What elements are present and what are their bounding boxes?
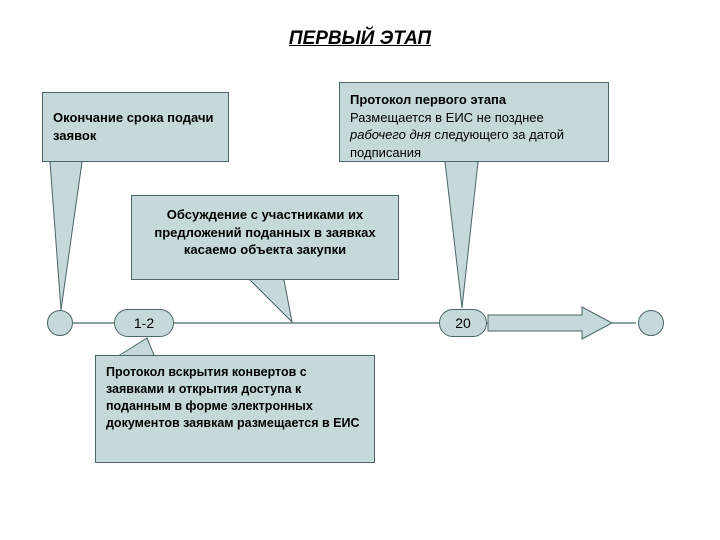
page-title: ПЕРВЫЙ ЭТАП (0, 28, 720, 50)
timeline-pill-20: 20 (439, 309, 487, 337)
callout-protocol-first-stage: Протокол первого этапа Размещается в ЕИС… (339, 82, 609, 162)
callout-deadline: Окончание срока подачи заявок (42, 92, 229, 162)
protocol-first-title: Протокол первого этапа (350, 92, 506, 107)
protocol-first-text-a: Размещается в ЕИС не позднее (350, 110, 544, 125)
protocol-first-text-italic: рабочего дня (350, 127, 431, 142)
timeline-start-node (47, 310, 73, 336)
timeline-pill-1-2: 1-2 (114, 309, 174, 337)
callout-discussion: Обсуждение с участниками их предложений … (131, 195, 399, 280)
timeline-end-node (638, 310, 664, 336)
callout-protocol-opening: Протокол вскрытия конвертов с заявками и… (95, 355, 375, 463)
